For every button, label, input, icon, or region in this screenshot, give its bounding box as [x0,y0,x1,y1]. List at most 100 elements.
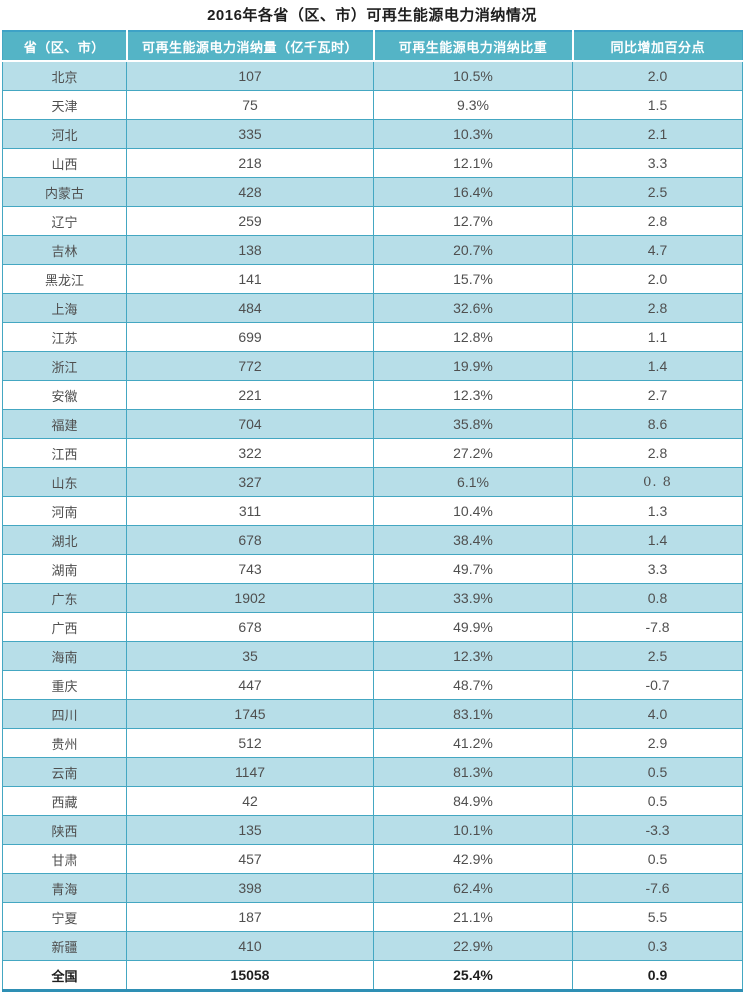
cell-consumption-amount: 1147 [126,757,374,787]
cell-province: 宁夏 [2,902,127,932]
cell-consumption-amount: 335 [126,119,374,149]
cell-province: 陕西 [2,815,127,845]
cell-consumption-amount: 107 [126,60,374,91]
cell-consumption-amount: 398 [126,873,374,903]
cell-province: 上海 [2,293,127,323]
cell-consumption-share: 35.8% [373,409,573,439]
cell-yoy-points: 0.5 [572,844,743,874]
table-row: 广西 678 49.9% -7.8 [2,612,743,642]
cell-yoy-points: 1.4 [572,351,743,381]
cell-province: 辽宁 [2,206,127,236]
table-row: 广东 1902 33.9% 0.8 [2,583,743,613]
cell-consumption-share: 12.7% [373,206,573,236]
table-row: 辽宁 259 12.7% 2.8 [2,206,743,236]
cell-consumption-amount: 678 [126,525,374,555]
cell-consumption-share: 62.4% [373,873,573,903]
cell-consumption-share: 83.1% [373,699,573,729]
table-row: 江西 322 27.2% 2.8 [2,438,743,468]
cell-province: 黑龙江 [2,264,127,294]
cell-province: 河南 [2,496,127,526]
cell-consumption-amount: 699 [126,322,374,352]
cell-yoy-points: -7.8 [572,612,743,642]
cell-consumption-amount: 221 [126,380,374,410]
cell-consumption-share: 9.3% [373,90,573,120]
cell-province: 全国 [2,960,127,991]
cell-consumption-amount: 704 [126,409,374,439]
cell-province: 湖南 [2,554,127,584]
cell-consumption-amount: 135 [126,815,374,845]
cell-yoy-points: 2.0 [572,264,743,294]
header-row: 省（区、市） 可再生能源电力消纳量（亿千瓦时） 可再生能源电力消纳比重 同比增加百分点 [2,31,743,62]
cell-yoy-points: 2.0 [572,60,743,91]
table-row: 福建 704 35.8% 8.6 [2,409,743,439]
table-row: 甘肃 457 42.9% 0.5 [2,844,743,874]
cell-consumption-share: 49.9% [373,612,573,642]
cell-yoy-points: 2.7 [572,380,743,410]
cell-yoy-points: 0.3 [572,931,743,961]
cell-consumption-amount: 484 [126,293,374,323]
cell-province: 吉林 [2,235,127,265]
cell-province: 江苏 [2,322,127,352]
cell-consumption-share: 20.7% [373,235,573,265]
cell-province: 青海 [2,873,127,903]
cell-province: 重庆 [2,670,127,700]
cell-province: 云南 [2,757,127,787]
cell-province: 山西 [2,148,127,178]
cell-consumption-amount: 410 [126,931,374,961]
cell-yoy-points: 4.0 [572,699,743,729]
cell-province: 广东 [2,583,127,613]
cell-yoy-points: 2.8 [572,206,743,236]
cell-consumption-share: 12.8% [373,322,573,352]
cell-consumption-share: 19.9% [373,351,573,381]
cell-consumption-share: 84.9% [373,786,573,816]
cell-consumption-share: 15.7% [373,264,573,294]
cell-province: 河北 [2,119,127,149]
table-row: 浙江 772 19.9% 1.4 [2,351,743,381]
cell-province: 甘肃 [2,844,127,874]
cell-consumption-share: 12.1% [373,148,573,178]
cell-yoy-points: 4.7 [572,235,743,265]
table-row: 海南 35 12.3% 2.5 [2,641,743,671]
table-row: 湖南 743 49.7% 3.3 [2,554,743,584]
cell-province: 福建 [2,409,127,439]
table-row: 吉林 138 20.7% 4.7 [2,235,743,265]
cell-consumption-amount: 512 [126,728,374,758]
cell-province: 内蒙古 [2,177,127,207]
cell-yoy-points: 2.8 [572,438,743,468]
cell-consumption-amount: 141 [126,264,374,294]
cell-consumption-amount: 311 [126,496,374,526]
table-row: 山东 327 6.1% 0. 8 [2,467,743,497]
cell-consumption-amount: 743 [126,554,374,584]
cell-consumption-share: 12.3% [373,641,573,671]
cell-consumption-share: 41.2% [373,728,573,758]
cell-province: 天津 [2,90,127,120]
cell-consumption-share: 27.2% [373,438,573,468]
cell-consumption-amount: 138 [126,235,374,265]
table-row: 新疆 410 22.9% 0.3 [2,931,743,961]
cell-province: 北京 [2,60,127,91]
table-row: 云南 1147 81.3% 0.5 [2,757,743,787]
table-header: 省（区、市） 可再生能源电力消纳量（亿千瓦时） 可再生能源电力消纳比重 同比增加百分点 [2,31,743,62]
cell-yoy-points: 2.5 [572,177,743,207]
table-row-total: 全国 15058 25.4% 0.9 [2,960,743,991]
cell-province: 江西 [2,438,127,468]
cell-consumption-share: 25.4% [373,960,573,991]
cell-consumption-share: 12.3% [373,380,573,410]
cell-consumption-share: 10.3% [373,119,573,149]
column-header-2: 可再生能源电力消纳量（亿千瓦时） [125,31,374,62]
cell-yoy-points: 2.8 [572,293,743,323]
table-row: 北京 107 10.5% 2.0 [2,60,743,91]
cell-yoy-points: 2.1 [572,119,743,149]
table-row: 贵州 512 41.2% 2.9 [2,728,743,758]
cell-consumption-share: 21.1% [373,902,573,932]
table-row: 陕西 135 10.1% -3.3 [2,815,743,845]
cell-consumption-share: 38.4% [373,525,573,555]
cell-consumption-share: 10.5% [373,60,573,91]
cell-province: 新疆 [2,931,127,961]
cell-yoy-points: 0.8 [572,583,743,613]
table-row: 河北 335 10.3% 2.1 [2,119,743,149]
table-title: 2016年各省（区、市）可再生能源电力消纳情况 [207,7,537,24]
renewable-energy-consumption-table: 省（区、市） 可再生能源电力消纳量（亿千瓦时） 可再生能源电力消纳比重 同比增加百分点… [2,30,743,992]
cell-province: 安徽 [2,380,127,410]
